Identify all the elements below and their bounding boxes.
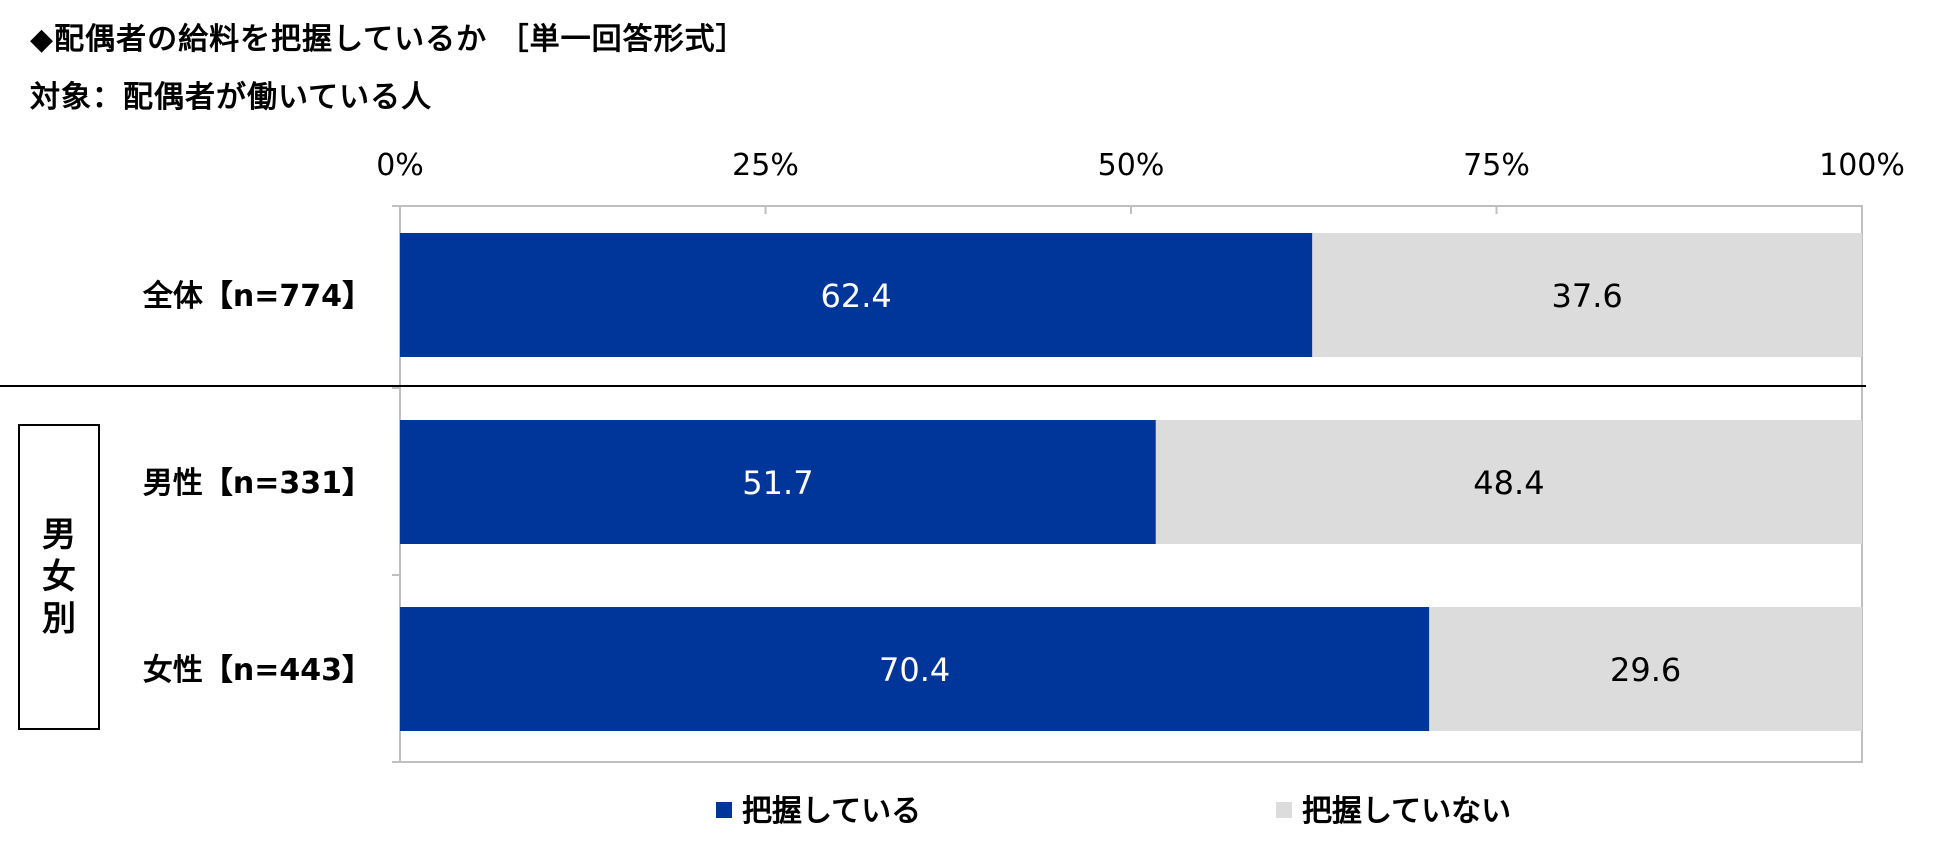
data-label: 51.7: [742, 464, 813, 502]
data-label: 48.4: [1473, 464, 1544, 502]
bar-segment: [400, 420, 1156, 544]
group-label: 男女別: [42, 515, 76, 639]
chart-subtitle: 対象：配偶者が働いている人: [30, 80, 433, 115]
bar-segment: [400, 233, 1313, 357]
x-tick-label: 100%: [1819, 148, 1905, 183]
data-label: 29.6: [1610, 651, 1681, 689]
bar-segment: [1155, 420, 1862, 544]
x-tick-label: 75%: [1463, 148, 1530, 183]
category-label: 男性【n=331】: [143, 466, 372, 501]
bar-segment: [1312, 233, 1862, 357]
data-label: 70.4: [879, 651, 950, 689]
category-label: 全体【n=774】: [142, 279, 372, 314]
x-tick-label: 25%: [732, 148, 799, 183]
data-label: 37.6: [1552, 277, 1623, 315]
legend-swatch: [1276, 802, 1292, 818]
chart-title: ◆配偶者の給料を把握しているか ［単一回答形式］: [30, 22, 747, 57]
bar-segment: [1429, 607, 1862, 731]
legend-swatch: [716, 802, 732, 818]
group-label-box: 男女別: [18, 424, 100, 730]
category-label: 女性【n=443】: [143, 653, 372, 688]
legend-label: 把握していない: [1302, 794, 1511, 829]
x-tick-label: 50%: [1098, 148, 1165, 183]
legend-label: 把握している: [742, 794, 921, 829]
x-tick-label: 0%: [376, 148, 424, 183]
data-label: 62.4: [821, 277, 892, 315]
bar-segment: [400, 607, 1430, 731]
